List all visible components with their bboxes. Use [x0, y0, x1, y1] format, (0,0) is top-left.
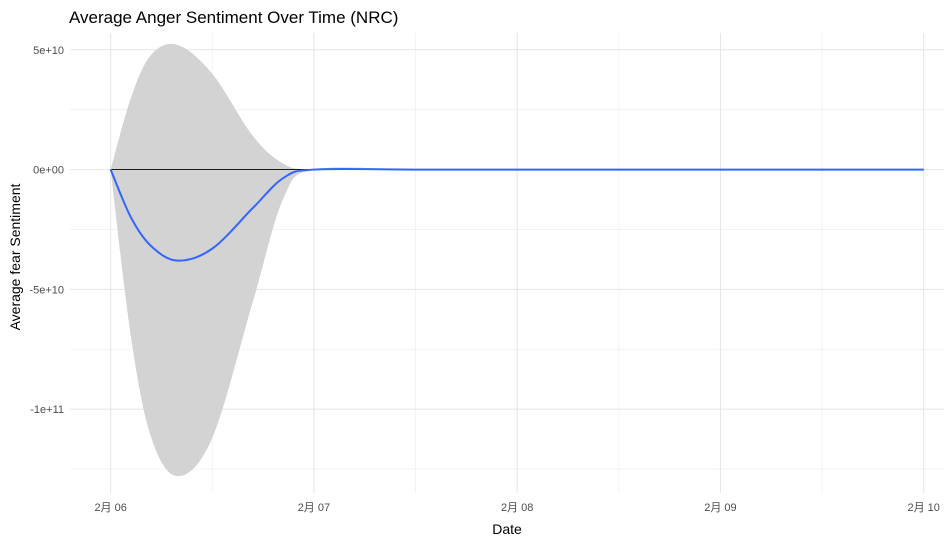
y-tick-label: -1e+11 [30, 404, 64, 416]
ribbon-layer [110, 43, 924, 477]
y-axis-title: Average fear Sentiment [7, 183, 23, 330]
y-tick-label: -5e+10 [29, 284, 64, 296]
smoothed-trend-line [109, 167, 924, 262]
confidence-ribbon [110, 43, 924, 477]
x-tick-label: 2月 10 [907, 502, 939, 514]
chart-title: Average Anger Sentiment Over Time (NRC) [69, 8, 398, 27]
x-tick-label: 2月 06 [94, 502, 126, 514]
y-tick-label: 0e+00 [33, 165, 64, 177]
x-tick-label: 2月 09 [704, 502, 736, 514]
y-tick-label: 5e+10 [33, 45, 64, 57]
x-axis-title: Date [492, 521, 522, 537]
y-tick-labels: 5e+10 0e+00 -5e+10 -1e+11 [29, 45, 64, 416]
x-tick-label: 2月 08 [501, 502, 533, 514]
x-tick-labels: 2月 06 2月 07 2月 08 2月 09 2月 10 [94, 502, 939, 514]
smooth-line-layer [109, 167, 924, 262]
x-tick-label: 2月 07 [298, 502, 330, 514]
